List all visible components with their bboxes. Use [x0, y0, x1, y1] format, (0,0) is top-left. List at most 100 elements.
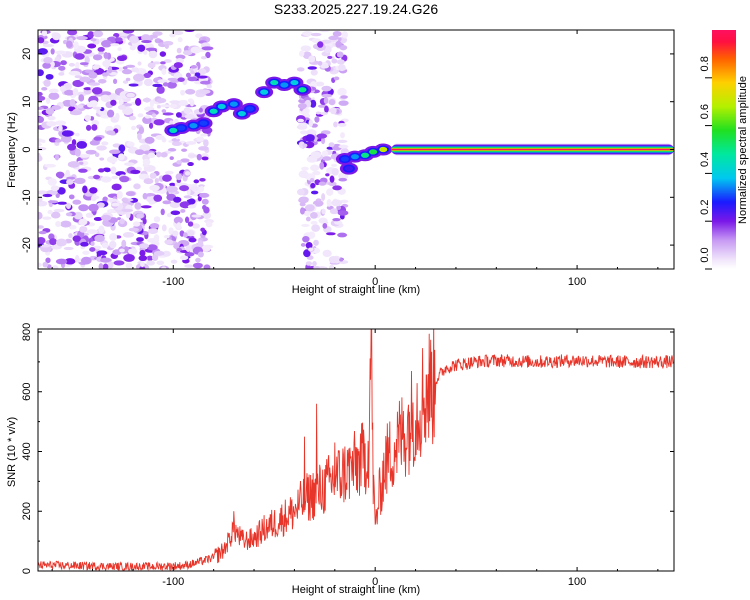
heatmap-cell [89, 140, 100, 146]
heatmap-cell [145, 47, 158, 51]
heatmap-cell [179, 185, 190, 192]
heatmap-cell [173, 216, 183, 224]
frequency-track-point [169, 127, 178, 133]
heatmap-cell [194, 72, 201, 77]
heatmap-cell [73, 41, 79, 50]
top-x-tick-label: 0 [372, 276, 378, 288]
heatmap-cell [143, 50, 148, 55]
heatmap-cell [140, 261, 145, 268]
heatmap-cell [138, 243, 150, 249]
heatmap-cell [169, 120, 174, 126]
heatmap-cell [161, 109, 167, 113]
heatmap-cell [111, 202, 120, 207]
heatmap-cell [97, 46, 105, 52]
heatmap-cell [153, 194, 163, 202]
heatmap-cell [312, 170, 321, 176]
heatmap-cell [190, 185, 199, 192]
heatmap-cell [338, 100, 349, 106]
heatmap-cell [49, 238, 57, 246]
bottom-y-tick-label: 400 [21, 442, 33, 460]
heatmap-cell [170, 210, 181, 216]
heatmap-cell [302, 235, 310, 243]
frequency-track-point [229, 101, 238, 107]
heatmap-cell [100, 214, 112, 221]
heatmap-cell [98, 225, 105, 234]
heatmap-cell [310, 190, 319, 195]
heatmap-cell [197, 240, 204, 248]
heatmap-cell [101, 72, 109, 77]
heatmap-cell [93, 216, 103, 221]
heatmap-cell [131, 125, 137, 131]
heatmap-cell [301, 166, 309, 171]
heatmap-cell [38, 211, 43, 220]
heatmap-cell [187, 204, 196, 209]
bottom-x-tick-label: 100 [568, 576, 586, 588]
heatmap-cell [147, 152, 156, 159]
heatmap-cell [102, 60, 111, 68]
heatmap-cell [88, 82, 101, 86]
heatmap-cell [117, 104, 127, 110]
heatmap-cell [329, 264, 335, 269]
heatmap-cell [60, 134, 72, 143]
heatmap-cell [166, 81, 177, 89]
heatmap-cell [160, 151, 168, 158]
heatmap-cell [173, 196, 182, 203]
heatmap-cell [164, 43, 169, 49]
heatmap-cell [78, 94, 85, 102]
heatmap-cell [141, 34, 151, 42]
snr-frame [37, 328, 675, 572]
heatmap-cell [100, 176, 112, 183]
heatmap-cell [331, 163, 338, 167]
heatmap-cell [296, 67, 305, 72]
heatmap-cell [42, 261, 49, 268]
heatmap-cell [206, 84, 212, 89]
heatmap-cell [88, 71, 98, 79]
heatmap-cell [85, 149, 97, 155]
heatmap-cell [122, 232, 135, 238]
heatmap-cell [149, 184, 160, 191]
heatmap-cell [152, 83, 163, 88]
heatmap-cell [67, 143, 77, 151]
top-x-axis-label: Height of straight line (km) [292, 284, 420, 296]
heatmap-cell [161, 266, 167, 269]
heatmap-cell [90, 197, 97, 202]
heatmap-cell [149, 172, 157, 179]
frequency-track-point [189, 123, 198, 129]
heatmap-cell [169, 104, 178, 109]
heatmap-cell [97, 168, 105, 173]
top-x-tick-label: -100 [162, 276, 184, 288]
heatmap-cell [106, 156, 118, 163]
heatmap-cell [336, 205, 342, 211]
heatmap-cell [93, 136, 102, 141]
heatmap-cell [136, 237, 144, 242]
heatmap-cell [46, 189, 58, 196]
frequency-track-point [344, 166, 353, 172]
heatmap-cell [298, 170, 309, 179]
heatmap-cell [68, 233, 73, 239]
heatmap-cell [327, 55, 333, 60]
frequency-track-point [361, 152, 370, 158]
heatmap-cell [197, 196, 202, 202]
heatmap-cell [200, 227, 206, 232]
heatmap-cell [310, 32, 322, 37]
heatmap-cell [176, 160, 183, 165]
heatmap-cell [166, 185, 178, 193]
heatmap-cell [50, 185, 60, 192]
heatmap-cell [317, 60, 323, 66]
heatmap-cell [190, 46, 202, 54]
heatmap-cell [309, 99, 317, 108]
bottom-y-tick-label: 200 [21, 502, 33, 520]
snr-series-line [38, 329, 674, 571]
heatmap-cell [109, 240, 117, 249]
heatmap-cell [331, 168, 339, 176]
heatmap-cell [336, 51, 344, 58]
chart-title: S233.2025.227.19.24.G26 [274, 1, 438, 17]
heatmap-cell [108, 209, 116, 213]
heatmap-cell [111, 183, 122, 191]
heatmap-cell [205, 51, 211, 59]
heatmap-cell [167, 148, 177, 152]
heatmap-cell [340, 132, 345, 139]
heatmap-cell [58, 124, 63, 132]
heatmap-cell [121, 208, 134, 213]
heatmap-cell [100, 91, 112, 96]
